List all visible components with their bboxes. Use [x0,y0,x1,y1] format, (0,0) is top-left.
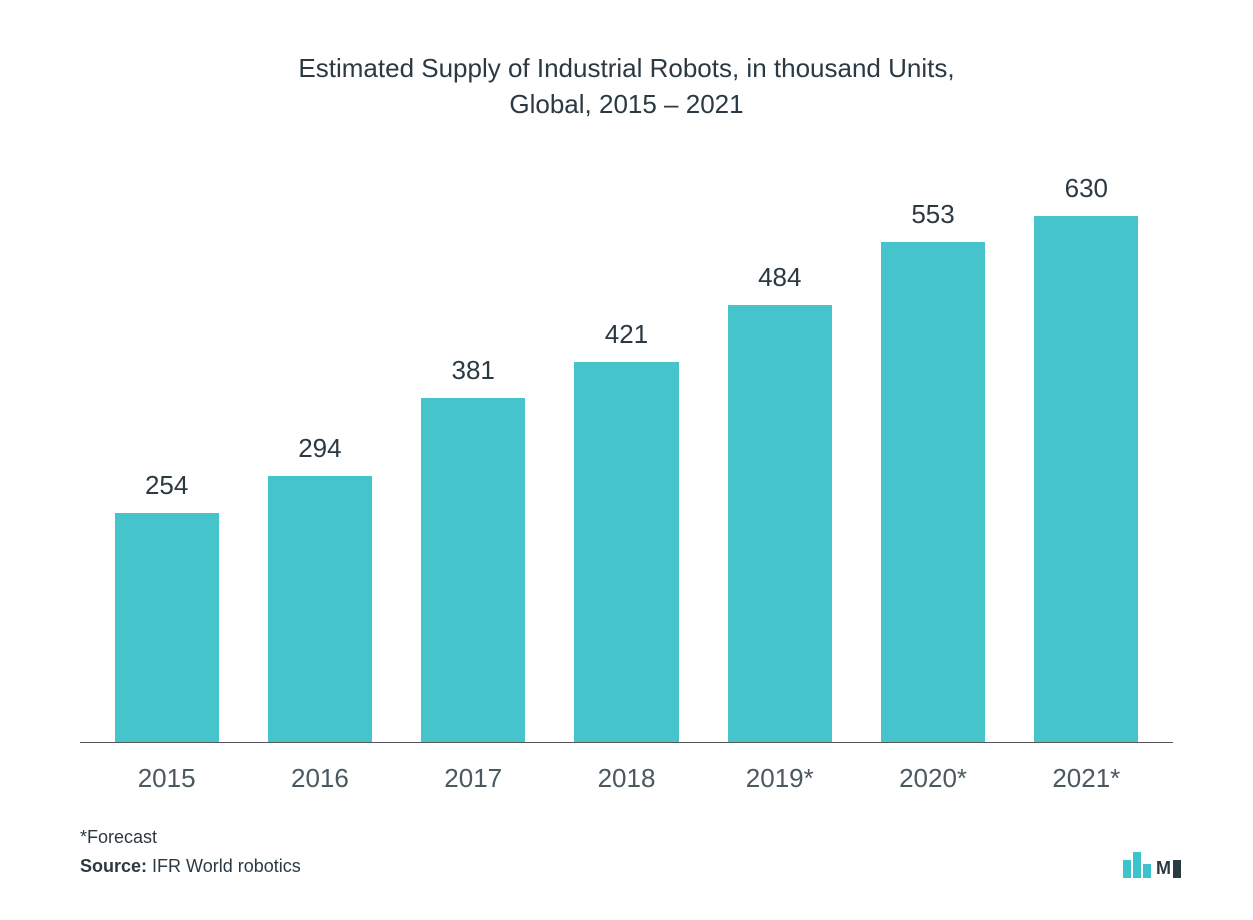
x-axis-label: 2019* [703,763,856,794]
bar [574,362,678,742]
bar-wrapper: 484 [703,173,856,742]
bar [421,398,525,742]
bar-value-label: 254 [145,470,188,501]
plot-area: 254 294 381 421 484 553 630 [80,173,1173,743]
bar-value-label: 294 [298,433,341,464]
x-axis-label: 2017 [397,763,550,794]
source-text: IFR World robotics [147,856,301,876]
bar-value-label: 484 [758,262,801,293]
bar-value-label: 421 [605,319,648,350]
chart-container: Estimated Supply of Industrial Robots, i… [50,40,1203,880]
bar-wrapper: 294 [243,173,396,742]
bar-value-label: 381 [452,355,495,386]
bar-wrapper: 381 [397,173,550,742]
bar-value-label: 630 [1065,173,1108,204]
x-axis: 20152016201720182019*2020*2021* [80,763,1173,794]
bar [881,242,985,742]
bar-wrapper: 553 [856,173,1009,742]
bar [268,476,372,742]
logo-icon: M [1123,846,1183,878]
svg-text:M: M [1156,858,1171,878]
x-axis-label: 2015 [90,763,243,794]
footer-text: *Forecast Source: IFR World robotics [80,824,301,880]
chart-title-line2: Global, 2015 – 2021 [509,89,743,119]
x-axis-label: 2021* [1010,763,1163,794]
forecast-note: *Forecast [80,824,301,851]
bar [115,513,219,742]
bar-wrapper: 254 [90,173,243,742]
x-axis-label: 2018 [550,763,703,794]
x-axis-label: 2016 [243,763,396,794]
source-label: Source: [80,856,147,876]
bar-wrapper: 630 [1010,173,1163,742]
source-line: Source: IFR World robotics [80,853,301,880]
bar-wrapper: 421 [550,173,703,742]
bar-value-label: 553 [911,199,954,230]
chart-footer: *Forecast Source: IFR World robotics M [80,824,1203,880]
chart-title: Estimated Supply of Industrial Robots, i… [50,50,1203,123]
chart-title-line1: Estimated Supply of Industrial Robots, i… [298,53,954,83]
brand-logo: M [1123,846,1183,878]
bar [728,305,832,742]
x-axis-label: 2020* [856,763,1009,794]
bar [1034,216,1138,742]
